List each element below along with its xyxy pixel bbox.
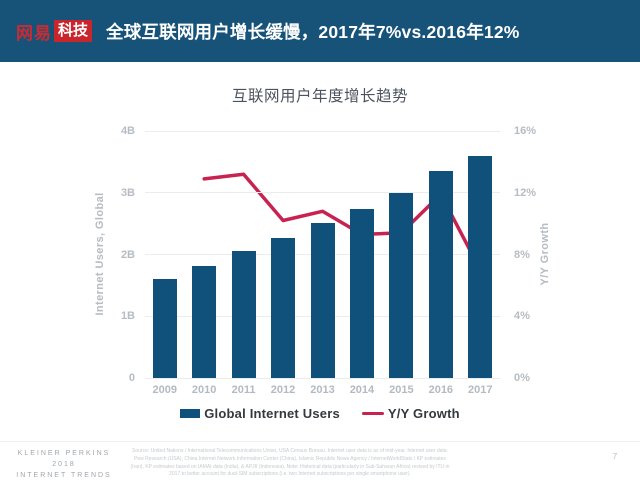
x-tick-2009: 2009 <box>152 384 177 396</box>
right-axis-tick: 4% <box>514 310 530 323</box>
line-legend-swatch <box>361 411 384 416</box>
left-axis-tick: 0 <box>128 372 135 384</box>
left-axis-tick: 3B <box>120 186 135 199</box>
plot-area: 0 0% 1B 4% 2B 8% 3B 12% 4B 16% 2009 2010 2011 2012 201… <box>121 125 536 396</box>
bar-legend-swatch <box>180 409 201 418</box>
headline: 全球互联网用户增长缓慢，2017年7%vs.2016年12% <box>106 21 520 42</box>
bar-2013 <box>310 223 335 378</box>
bar-2010 <box>192 265 217 378</box>
legend-label: Global Internet Users <box>204 406 340 421</box>
logo-suffix-badge: 科技 <box>54 20 93 42</box>
legend: Global Internet Users Y/Y Growth <box>0 406 640 421</box>
bar-2017 <box>468 155 493 378</box>
bar-2014 <box>349 208 374 378</box>
page-number: 7 <box>612 452 618 461</box>
gridline <box>145 192 500 194</box>
bar-2016 <box>428 170 453 378</box>
kleiner-perkins-brand: KLEINER PERKINS 2018 INTERNET TRENDS <box>8 449 120 480</box>
footer: KLEINER PERKINS 2018 INTERNET TRENDS Sou… <box>0 441 640 480</box>
right-axis-tick: 12% <box>514 186 537 199</box>
source-note: Source: United Nations / International T… <box>130 448 450 478</box>
left-axis-tick: 2B <box>120 248 135 261</box>
brand-line-3: INTERNET TRENDS <box>16 471 112 479</box>
left-axis-tick: 4B <box>120 125 135 137</box>
right-axis-tick: 8% <box>514 248 530 261</box>
right-axis-tick: 16% <box>514 125 537 137</box>
x-tick-2015: 2015 <box>389 384 414 396</box>
left-axis-tick: 1B <box>120 310 135 323</box>
bar-2015 <box>389 192 414 378</box>
logo-brand-text: 网易 <box>16 23 52 43</box>
legend-item-line: Y/Y Growth <box>361 406 460 421</box>
x-tick-2010: 2010 <box>191 384 217 396</box>
right-axis-tick: 0% <box>514 372 530 384</box>
x-tick-2016: 2016 <box>428 384 454 396</box>
x-tick-2014: 2014 <box>349 384 375 396</box>
x-tick-2017: 2017 <box>468 384 493 396</box>
header-banner: 网易 科技 全球互联网用户增长缓慢，2017年7%vs.2016年12% <box>0 0 640 62</box>
legend-label: Y/Y Growth <box>387 406 460 421</box>
gridline <box>145 377 500 379</box>
brand-line-1: KLEINER PERKINS <box>17 450 111 457</box>
brand-line-2: 2018 <box>52 460 76 468</box>
bar-2009 <box>152 278 177 378</box>
chart-title: 互联网用户年度增长趋势 <box>231 88 408 105</box>
x-tick-2013: 2013 <box>310 384 335 396</box>
x-tick-2011: 2011 <box>231 384 256 396</box>
bar-2011 <box>231 250 256 378</box>
bar-2012 <box>271 237 296 378</box>
x-tick-2012: 2012 <box>270 384 296 396</box>
legend-item-bar: Global Internet Users <box>180 406 340 421</box>
gridline <box>145 130 500 132</box>
netease-tech-logo: 网易 科技 <box>16 19 93 44</box>
